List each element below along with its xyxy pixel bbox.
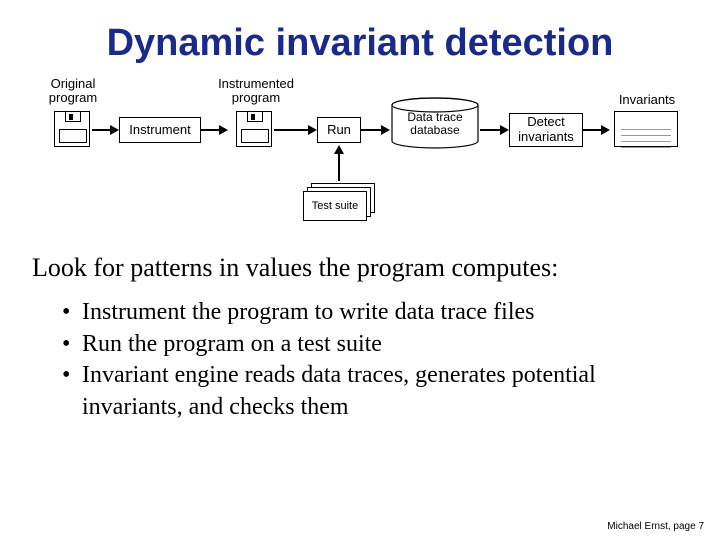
arrow-head-icon: [219, 125, 228, 135]
arrow-line: [338, 153, 340, 181]
label-database: Data trace database: [398, 111, 472, 137]
box-instrument: Instrument: [119, 117, 201, 143]
lead-text: Look for patterns in values the program …: [32, 253, 688, 283]
arrow-head-icon: [308, 125, 317, 135]
arrow-line: [583, 129, 603, 131]
floppy-icon: [236, 111, 272, 147]
body-content: Look for patterns in values the program …: [0, 245, 720, 424]
arrow-line: [480, 129, 502, 131]
arrow-head-icon: [601, 125, 610, 135]
arrow-head-icon: [381, 125, 390, 135]
box-detect-invariants: Detect invariants: [509, 113, 583, 147]
invariants-box: [614, 111, 678, 147]
arrow-line: [201, 129, 221, 131]
arrow-head-icon: [500, 125, 509, 135]
arrow-line: [361, 129, 383, 131]
floppy-icon: [54, 111, 90, 147]
list-item: Invariant engine reads data traces, gene…: [62, 360, 688, 423]
box-run: Run: [317, 117, 361, 143]
arrow-head-icon: [110, 125, 119, 135]
list-item: Run the program on a test suite: [62, 329, 688, 361]
arrow-line: [274, 129, 310, 131]
label-original-program: Original program: [38, 77, 108, 106]
bullet-list: Instrument the program to write data tra…: [32, 297, 688, 424]
arrow-line: [92, 129, 112, 131]
arrow-head-icon: [334, 145, 344, 154]
label-invariants: Invariants: [612, 93, 682, 107]
list-item: Instrument the program to write data tra…: [62, 297, 688, 329]
footer-text: Michael Ernst, page 7: [607, 521, 704, 532]
page-title: Dynamic invariant detection: [0, 0, 720, 75]
test-suite-icon: Test suite: [303, 183, 375, 223]
label-instrumented-program: Instrumented program: [210, 77, 302, 106]
pipeline-diagram: Original program Instrument Instrumented…: [20, 75, 700, 245]
